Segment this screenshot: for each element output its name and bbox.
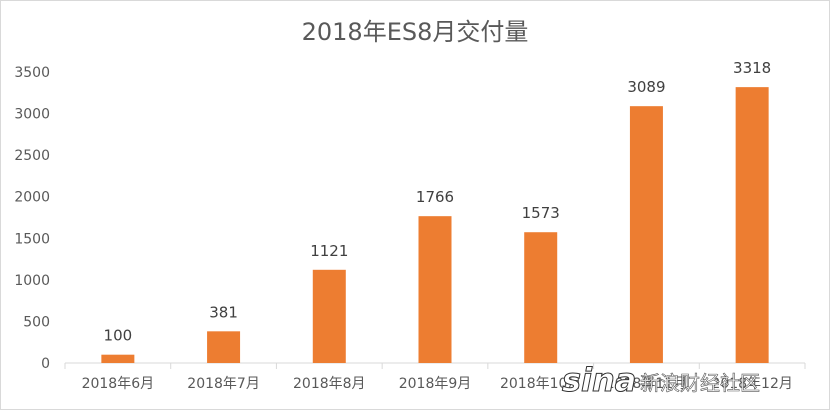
data-label: 1121	[310, 242, 348, 260]
y-tick-label: 2500	[14, 148, 50, 164]
y-tick-label: 3000	[14, 107, 50, 123]
bar-series	[101, 87, 769, 363]
y-tick-label: 2000	[14, 190, 50, 206]
y-tick-label: 1500	[14, 231, 50, 247]
data-label: 3318	[733, 59, 771, 77]
data-label: 1766	[416, 188, 454, 206]
x-tick-label: 2018年12月	[711, 376, 792, 392]
data-label: 100	[104, 327, 133, 345]
bar	[629, 106, 663, 363]
data-label: 3089	[627, 78, 665, 96]
bar	[735, 87, 769, 363]
x-axis: 2018年6月 2018年7月 2018年8月 2018年9月 2018年10月 2018…	[64, 362, 806, 392]
bar	[101, 354, 135, 363]
x-tick-label: 2018年9月	[399, 376, 472, 392]
x-tick-label: 2018年11月	[606, 376, 687, 392]
y-tick-label: 0	[41, 356, 50, 372]
data-labels: 100 381 1121 1766 1573 3089 3318	[104, 59, 772, 345]
bar	[524, 232, 558, 363]
watermark-text: 新浪财经社区	[640, 371, 760, 395]
bar	[418, 216, 452, 363]
x-tick-label: 2018年6月	[82, 376, 155, 392]
data-label: 1573	[522, 204, 560, 222]
y-tick-label: 3500	[14, 65, 50, 81]
chart-title: 2018年ES8月交付量	[302, 18, 529, 46]
watermark: sina 新浪财经社区	[562, 361, 761, 400]
x-tick-label: 2018年8月	[293, 376, 366, 392]
y-tick-label: 1000	[14, 273, 50, 289]
sina-logo: sina	[562, 361, 636, 399]
data-label: 381	[209, 303, 238, 321]
x-tick-label: 2018年10月	[500, 376, 581, 392]
y-tick-label: 500	[23, 314, 50, 330]
bar	[207, 331, 241, 363]
x-tick-label: 2018年7月	[187, 376, 260, 392]
y-axis: 0 500 1000 1500 2000 2500 3000 3500	[14, 65, 50, 372]
bar	[312, 269, 346, 363]
